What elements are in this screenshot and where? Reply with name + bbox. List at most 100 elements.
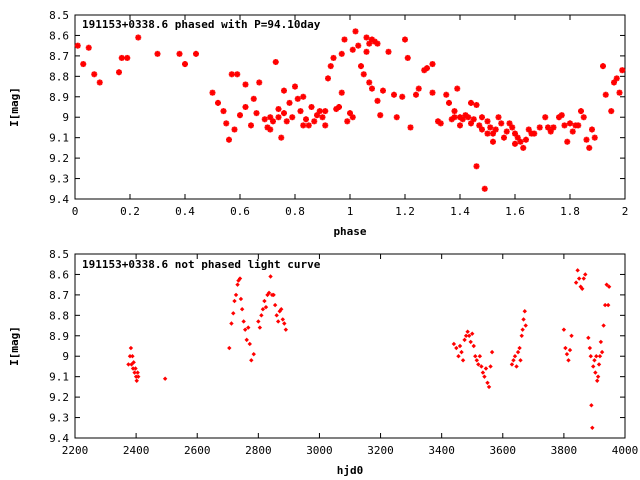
data-point bbox=[349, 114, 356, 121]
data-point bbox=[327, 63, 334, 70]
x-tick-label: 1.2 bbox=[395, 205, 415, 218]
data-point bbox=[583, 136, 590, 143]
data-point bbox=[523, 136, 529, 143]
y-tick-label: 9 bbox=[62, 350, 69, 363]
data-point bbox=[355, 42, 362, 49]
data-point bbox=[402, 36, 408, 43]
data-point bbox=[576, 276, 582, 281]
data-point bbox=[460, 358, 466, 363]
y-axis-label: I[mag] bbox=[8, 87, 21, 127]
data-point bbox=[131, 360, 136, 365]
y-tick-label: 8.9 bbox=[49, 330, 69, 343]
data-point bbox=[591, 134, 598, 141]
data-point bbox=[525, 126, 532, 133]
x-tick-labels: 2200 2400 2600 2800 3000 3200 3400 3600 3800 4000 bbox=[62, 444, 639, 457]
data-point bbox=[468, 120, 474, 127]
data-point bbox=[463, 333, 469, 338]
data-point bbox=[476, 122, 483, 129]
data-point bbox=[429, 61, 436, 68]
data-point bbox=[385, 48, 392, 55]
y-tick-label: 8.5 bbox=[49, 9, 69, 22]
data-point bbox=[228, 71, 235, 78]
data-point bbox=[235, 282, 240, 287]
data-point bbox=[468, 99, 474, 106]
data-point bbox=[512, 130, 518, 137]
data-point bbox=[74, 42, 81, 49]
data-point bbox=[619, 67, 626, 74]
data-point bbox=[363, 48, 370, 55]
data-point bbox=[471, 343, 476, 349]
data-point bbox=[605, 302, 611, 308]
data-point bbox=[127, 354, 133, 359]
data-point bbox=[182, 61, 188, 68]
data-point bbox=[135, 34, 142, 41]
y-tick-label: 9 bbox=[62, 111, 69, 124]
data-point bbox=[517, 345, 522, 351]
data-point bbox=[596, 362, 602, 367]
data-point bbox=[229, 321, 234, 326]
data-point bbox=[531, 130, 538, 137]
y-tick-label: 8.6 bbox=[49, 29, 69, 42]
data-point bbox=[604, 282, 609, 287]
data-point bbox=[308, 104, 315, 110]
data-point bbox=[451, 108, 458, 115]
data-point bbox=[536, 124, 543, 131]
y-tick-label: 9.2 bbox=[49, 391, 69, 404]
data-point bbox=[268, 274, 273, 279]
data-point bbox=[481, 185, 488, 192]
y-tick-label: 9.1 bbox=[49, 132, 69, 145]
data-point bbox=[325, 75, 331, 82]
data-point bbox=[503, 128, 510, 135]
data-point bbox=[275, 106, 282, 113]
data-point bbox=[589, 403, 594, 408]
y-tick-label: 9.3 bbox=[49, 173, 69, 186]
data-point bbox=[492, 126, 499, 133]
data-point bbox=[479, 126, 485, 133]
data-point bbox=[176, 50, 183, 57]
data-point bbox=[278, 134, 285, 141]
data-point bbox=[319, 114, 326, 121]
data-point bbox=[456, 354, 461, 359]
data-point bbox=[275, 114, 282, 121]
data-point bbox=[470, 331, 475, 336]
data-point bbox=[486, 384, 492, 390]
data-point bbox=[601, 323, 606, 328]
data-point bbox=[237, 276, 243, 281]
data-point bbox=[220, 108, 227, 115]
y-tick-labels: 8.5 8.6 8.7 8.8 8.9 9 9.1 9.2 9.3 9.4 bbox=[49, 9, 69, 206]
data-point bbox=[363, 34, 370, 41]
data-point bbox=[330, 54, 337, 61]
data-point bbox=[133, 366, 138, 371]
data-point bbox=[154, 50, 161, 57]
data-point bbox=[314, 112, 320, 119]
data-point bbox=[279, 307, 284, 312]
data-point bbox=[226, 136, 232, 143]
data-point bbox=[247, 341, 252, 347]
data-point bbox=[322, 108, 329, 115]
data-point bbox=[598, 339, 604, 345]
data-point bbox=[606, 284, 612, 289]
x-tick-labels: 0 0.2 0.4 0.6 0.8 1 1.2 1.4 1.6 1.8 2 bbox=[72, 205, 629, 218]
data-point bbox=[234, 71, 241, 78]
data-point bbox=[237, 112, 243, 119]
y-tick-label: 9.3 bbox=[49, 412, 69, 425]
data-point bbox=[162, 376, 168, 381]
data-point bbox=[281, 87, 287, 94]
data-point bbox=[602, 302, 608, 308]
x-tick-label: 3600 bbox=[490, 444, 517, 457]
data-point bbox=[567, 347, 573, 353]
y-tick-labels: 8.5 8.6 8.7 8.8 8.9 9 9.1 9.2 9.3 9.4 bbox=[49, 248, 69, 445]
data-point bbox=[300, 122, 307, 129]
data-point bbox=[506, 120, 513, 127]
x-tick-label: 0.4 bbox=[175, 205, 195, 218]
data-point bbox=[429, 89, 436, 96]
data-point bbox=[480, 370, 486, 375]
data-point bbox=[518, 358, 523, 363]
data-point bbox=[322, 122, 329, 129]
data-point bbox=[593, 370, 598, 375]
data-point bbox=[292, 83, 298, 90]
data-point bbox=[466, 333, 472, 338]
data-point bbox=[561, 327, 567, 332]
x-tick-label: 2 bbox=[622, 205, 629, 218]
data-points bbox=[126, 268, 612, 430]
